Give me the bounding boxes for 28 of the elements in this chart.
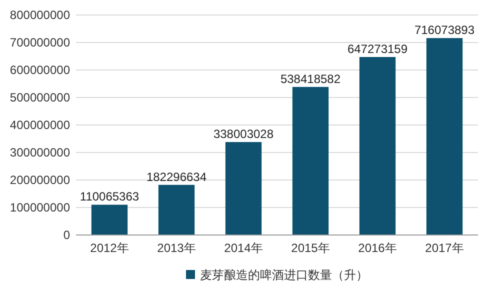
y-tick-label: 400000000 — [10, 118, 70, 132]
bar — [91, 204, 128, 235]
bar — [426, 38, 463, 235]
y-tick-label: 200000000 — [10, 173, 70, 187]
bar — [225, 142, 262, 235]
bar — [359, 57, 396, 235]
x-tick-label: 2013年 — [157, 241, 196, 255]
y-tick-label: 500000000 — [10, 90, 70, 104]
x-tick-label: 2012年 — [90, 241, 129, 255]
data-label: 110065363 — [80, 190, 140, 204]
legend-label: 麦芽酿造的啤酒进口数量（升） — [200, 268, 368, 282]
bar — [158, 184, 195, 235]
data-label: 538418582 — [280, 72, 341, 86]
y-tick-label: 0 — [63, 228, 70, 242]
bar — [292, 86, 329, 235]
y-tick-label: 800000000 — [10, 8, 70, 22]
y-tick-label: 300000000 — [10, 146, 70, 160]
data-label: 182296634 — [146, 170, 207, 184]
x-tick-label: 2015年 — [291, 241, 330, 255]
x-tick-label: 2014年 — [224, 241, 263, 255]
data-label: 647273159 — [347, 42, 408, 56]
y-tick-label: 100000000 — [10, 200, 70, 214]
x-tick-label: 2017年 — [425, 241, 464, 255]
data-label: 338003028 — [213, 127, 274, 142]
x-tick-label: 2016年 — [358, 241, 397, 255]
data-label: 716073893 — [414, 23, 475, 38]
y-tick-label: 700000000 — [10, 36, 70, 50]
y-tick-label: 600000000 — [10, 63, 70, 77]
